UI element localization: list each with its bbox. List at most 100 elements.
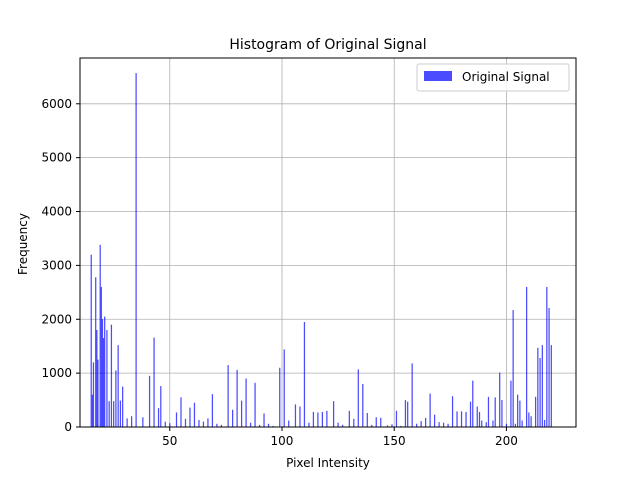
- histogram-bar: [108, 401, 110, 427]
- histogram-bar: [487, 396, 490, 427]
- histogram-bar: [122, 386, 124, 427]
- histogram-bar: [400, 425, 402, 427]
- histogram-bar: [380, 417, 382, 427]
- histogram-bar: [216, 423, 218, 427]
- histogram-bar: [541, 345, 543, 427]
- histogram-bar: [447, 423, 449, 427]
- histogram-bar: [236, 369, 238, 427]
- histogram-bar: [433, 414, 436, 427]
- histogram-bar: [299, 406, 301, 427]
- x-tick-label: 50: [162, 434, 177, 448]
- histogram-bar: [294, 404, 297, 427]
- histogram-bar: [198, 420, 200, 427]
- y-tick-label: 5000: [41, 151, 72, 165]
- histogram-bar: [254, 382, 256, 427]
- histogram-bar: [91, 394, 93, 427]
- histogram-bar: [395, 410, 398, 427]
- histogram-bar: [135, 73, 137, 427]
- histogram-bar: [321, 411, 324, 427]
- histogram-bar: [429, 393, 431, 427]
- histogram-bar: [142, 417, 144, 427]
- histogram-bar: [371, 424, 373, 427]
- histogram-bar: [184, 418, 187, 427]
- histogram-bar: [375, 417, 377, 427]
- histogram-bar: [126, 418, 128, 427]
- histogram-bar: [92, 362, 95, 427]
- histogram-bar: [100, 286, 102, 427]
- grid-lines: [80, 58, 576, 428]
- x-tick-label: 100: [271, 434, 294, 448]
- histogram-bar: [101, 319, 104, 427]
- histogram-bar: [460, 411, 463, 427]
- histogram-bar: [472, 380, 474, 427]
- histogram-bar: [283, 349, 285, 427]
- chart-title: Histogram of Original Signal: [229, 37, 426, 53]
- histogram-bar: [113, 401, 115, 427]
- histogram-bar: [539, 358, 541, 427]
- histogram-bar: [546, 286, 548, 427]
- histogram-bar: [180, 397, 182, 427]
- histogram-bar: [512, 310, 514, 427]
- histogram-bar: [501, 400, 503, 427]
- histogram-bar: [189, 407, 191, 427]
- histogram-bar: [104, 316, 106, 427]
- histogram-bar: [267, 423, 270, 427]
- histogram-bar: [341, 424, 344, 427]
- x-tick-label: 200: [495, 434, 518, 448]
- histogram-bar: [481, 420, 483, 427]
- histogram-bar: [530, 416, 532, 427]
- legend-frame: [416, 63, 570, 92]
- legend-label: Original Signal: [462, 70, 550, 84]
- histogram-bar: [220, 424, 223, 427]
- histogram-bar: [416, 423, 418, 427]
- histogram-bar: [550, 345, 552, 427]
- histogram-bar: [279, 367, 281, 427]
- histogram-bar: [469, 401, 472, 427]
- histogram-bar: [407, 401, 409, 427]
- histogram-bar: [337, 422, 339, 427]
- histogram-bar: [519, 400, 521, 427]
- plot-frame: [79, 57, 577, 428]
- histogram-bar: [106, 330, 108, 427]
- histogram-bar: [207, 418, 209, 427]
- histogram-bar: [366, 412, 368, 427]
- histogram-bar: [160, 386, 162, 427]
- histogram-bar: [102, 338, 105, 427]
- histogram-bar: [362, 383, 364, 427]
- y-tick-label: 1000: [41, 366, 72, 380]
- histogram-bar: [288, 420, 290, 427]
- histogram-bar: [90, 254, 92, 427]
- histogram-bar: [543, 420, 546, 427]
- histogram-bar: [425, 417, 427, 427]
- histogram-bar: [202, 421, 205, 427]
- histogram-bar: [96, 330, 98, 427]
- histogram-bar: [193, 402, 196, 427]
- histogram-bar: [476, 406, 478, 427]
- histogram-bar: [97, 359, 99, 427]
- y-tick-label: 2000: [41, 312, 72, 326]
- histogram-bar: [526, 286, 528, 427]
- histogram-bar: [258, 424, 261, 427]
- y-tick-label: 3000: [41, 258, 72, 272]
- histogram-bar: [148, 375, 151, 427]
- histogram-bar: [249, 422, 252, 427]
- y-tick-label: 6000: [41, 97, 72, 111]
- y-tick-label: 0: [64, 420, 72, 434]
- bars: [90, 73, 552, 427]
- histogram-bar: [465, 411, 467, 427]
- histogram-bar: [110, 324, 113, 427]
- histogram-bar: [514, 423, 517, 427]
- histogram-bar: [326, 410, 328, 427]
- histogram-bar: [119, 400, 122, 427]
- histogram-bar: [263, 413, 265, 427]
- histogram-bar: [332, 401, 335, 427]
- histogram-bar: [404, 400, 407, 427]
- histogram-bar: [117, 345, 119, 427]
- histogram-bar: [386, 425, 389, 427]
- histogram-bar: [169, 423, 171, 427]
- histogram-bar: [272, 425, 274, 427]
- histogram-bar: [494, 397, 496, 427]
- histogram-bar: [357, 369, 359, 427]
- histogram-bar: [438, 422, 440, 427]
- histogram-bar: [442, 422, 445, 427]
